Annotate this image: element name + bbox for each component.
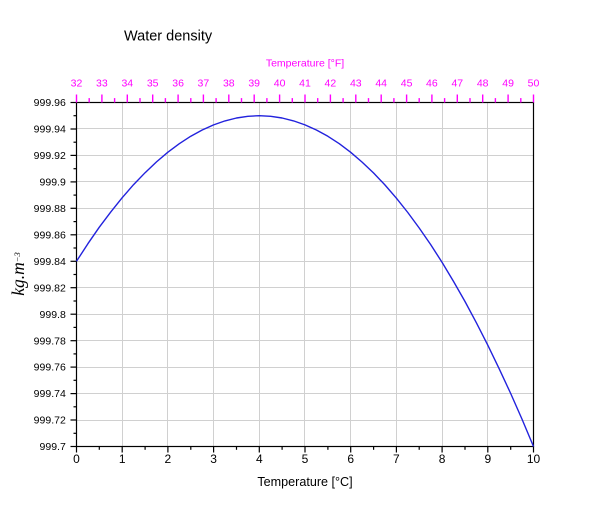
svg-text:46: 46	[426, 78, 438, 90]
svg-text:999.7: 999.7	[40, 441, 66, 453]
svg-text:999.94: 999.94	[34, 124, 66, 136]
svg-text:Temperature [°C]: Temperature [°C]	[257, 475, 352, 489]
svg-text:36: 36	[172, 78, 184, 90]
svg-text:999.74: 999.74	[34, 388, 66, 400]
svg-text:4: 4	[256, 452, 263, 466]
svg-text:50: 50	[528, 78, 540, 90]
svg-text:42: 42	[325, 78, 337, 90]
svg-text:999.76: 999.76	[34, 362, 66, 374]
svg-text:49: 49	[502, 78, 514, 90]
svg-text:6: 6	[347, 452, 354, 466]
svg-text:kg.m−3: kg.m−3	[8, 252, 28, 296]
svg-text:35: 35	[147, 78, 159, 90]
svg-text:Temperature [°F]: Temperature [°F]	[266, 57, 344, 69]
svg-text:999.78: 999.78	[34, 335, 66, 347]
svg-text:44: 44	[375, 78, 387, 90]
svg-text:7: 7	[393, 452, 400, 466]
svg-text:37: 37	[198, 78, 210, 90]
svg-text:38: 38	[223, 78, 235, 90]
svg-text:999.72: 999.72	[34, 415, 66, 427]
svg-text:47: 47	[451, 78, 463, 90]
svg-text:999.86: 999.86	[34, 229, 66, 241]
svg-text:40: 40	[274, 78, 286, 90]
svg-text:2: 2	[165, 452, 172, 466]
svg-text:33: 33	[96, 78, 108, 90]
svg-text:1: 1	[119, 452, 126, 466]
svg-text:999.88: 999.88	[34, 203, 66, 215]
svg-text:5: 5	[302, 452, 309, 466]
svg-text:9: 9	[484, 452, 491, 466]
svg-text:41: 41	[299, 78, 311, 90]
svg-text:999.84: 999.84	[34, 256, 66, 268]
svg-text:48: 48	[477, 78, 489, 90]
svg-text:8: 8	[439, 452, 446, 466]
svg-text:34: 34	[121, 78, 133, 90]
svg-text:999.9: 999.9	[40, 177, 66, 189]
svg-text:Water density: Water density	[124, 29, 213, 45]
svg-text:3: 3	[210, 452, 217, 466]
svg-text:39: 39	[248, 78, 260, 90]
svg-text:999.82: 999.82	[34, 282, 66, 294]
svg-text:0: 0	[73, 452, 80, 466]
svg-text:999.92: 999.92	[34, 150, 66, 162]
svg-text:999.96: 999.96	[34, 97, 66, 109]
svg-text:43: 43	[350, 78, 362, 90]
svg-text:999.8: 999.8	[40, 309, 66, 321]
svg-text:32: 32	[71, 78, 83, 90]
svg-text:10: 10	[527, 452, 541, 466]
svg-text:45: 45	[401, 78, 413, 90]
